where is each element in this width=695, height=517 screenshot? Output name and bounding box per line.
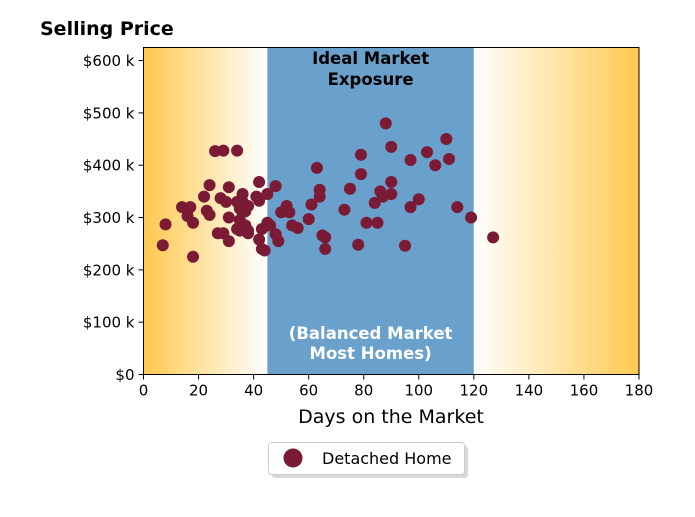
legend-marker <box>283 448 303 468</box>
annotation-balanced-market: Most Homes) <box>310 344 432 363</box>
data-point <box>176 201 189 214</box>
annotation-ideal-exposure: Ideal Market <box>312 49 429 68</box>
data-point <box>399 239 412 252</box>
data-point <box>283 206 296 219</box>
data-point <box>187 216 200 229</box>
data-point <box>354 148 367 161</box>
data-point <box>187 250 200 263</box>
region-annotations: Ideal Market Exposure (Balanced MarketMost… <box>289 49 453 363</box>
y-tick-label: $0 <box>115 366 134 384</box>
data-point <box>443 152 456 165</box>
data-point <box>253 194 266 207</box>
data-points <box>156 117 500 263</box>
data-point <box>231 144 244 157</box>
x-tick-label: 0 <box>139 382 149 400</box>
data-point <box>264 219 277 232</box>
data-point <box>343 182 356 195</box>
x-tick-label: 60 <box>299 382 318 400</box>
data-point <box>261 187 274 200</box>
data-point <box>451 201 464 214</box>
data-point <box>203 179 216 192</box>
data-point <box>385 140 398 153</box>
data-point <box>222 211 235 224</box>
data-point <box>404 153 417 166</box>
x-tick-label: 180 <box>625 382 654 400</box>
data-point <box>421 146 434 159</box>
data-point <box>310 161 323 174</box>
data-point <box>360 216 373 229</box>
data-point <box>184 201 197 214</box>
data-point <box>371 216 384 229</box>
x-tick-label: 140 <box>515 382 544 400</box>
chart-title: Selling Price <box>40 18 174 40</box>
legend-label: Detached Home <box>322 449 452 468</box>
data-point <box>305 198 318 211</box>
data-point <box>222 235 235 248</box>
annotation-ideal-exposure: Exposure <box>328 70 414 89</box>
y-tick-label: $200 k <box>83 261 135 279</box>
data-point <box>159 218 172 231</box>
x-tick-label: 20 <box>189 382 208 400</box>
data-point <box>253 233 266 246</box>
x-axis-label: Days on the Market <box>298 406 484 428</box>
data-point <box>354 168 367 181</box>
data-point <box>368 196 381 209</box>
gradient-band-right <box>473 47 639 375</box>
data-point <box>242 224 255 237</box>
data-point <box>220 195 233 208</box>
x-tick-label: 160 <box>570 382 599 400</box>
data-point <box>319 242 332 255</box>
data-point <box>269 180 282 193</box>
y-tick-label: $600 k <box>83 52 135 70</box>
data-point <box>242 200 255 213</box>
x-tick-label: 100 <box>404 382 433 400</box>
ideal-exposure-region <box>267 47 474 375</box>
legend-frame <box>268 442 465 475</box>
data-point <box>313 183 326 196</box>
x-tick-label: 120 <box>460 382 489 400</box>
data-point <box>302 213 315 226</box>
y-tick-label: $100 k <box>83 314 135 332</box>
plot-background <box>143 47 639 375</box>
data-point <box>429 159 442 172</box>
data-point <box>272 235 285 248</box>
data-point <box>385 187 398 200</box>
data-point <box>198 190 211 203</box>
data-point <box>412 193 425 206</box>
data-point <box>217 144 230 157</box>
data-point <box>338 203 351 216</box>
data-point <box>385 175 398 188</box>
data-point <box>465 211 478 224</box>
y-tick-label: $500 k <box>83 104 135 122</box>
data-point <box>291 222 304 235</box>
data-point <box>203 208 216 221</box>
data-point <box>156 239 169 252</box>
data-point <box>487 231 500 244</box>
x-tick-label: 40 <box>244 382 263 400</box>
data-point <box>253 175 266 188</box>
y-tick-label: $300 k <box>83 209 135 227</box>
y-tick-label: $400 k <box>83 157 135 175</box>
data-point <box>440 133 453 146</box>
data-point <box>379 117 392 130</box>
axes: 0 20 40 60 80 100 120 140 160 180 $0 $100 k $200 k $3… <box>83 47 654 400</box>
data-point <box>258 244 271 257</box>
data-point <box>222 181 235 194</box>
data-point <box>319 231 332 244</box>
plot-frame <box>143 47 640 375</box>
annotation-balanced-market: (Balanced Market <box>289 324 453 343</box>
data-point <box>352 238 365 251</box>
data-point <box>404 201 417 214</box>
x-tick-label: 80 <box>354 382 373 400</box>
legend: Detached Home <box>268 442 468 478</box>
